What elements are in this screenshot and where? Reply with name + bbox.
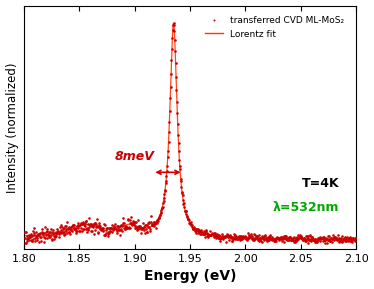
Lorentz fit — [180, 189, 184, 193]
Y-axis label: Intensity (normalized): Intensity (normalized) — [6, 62, 19, 192]
Lorentz fit — [344, 238, 348, 241]
Lorentz fit — [164, 177, 168, 180]
Lorentz fit — [22, 234, 26, 237]
Lorentz fit — [161, 199, 166, 203]
transferred CVD ML-MoS₂ — [215, 233, 220, 236]
transferred CVD ML-MoS₂ — [324, 241, 329, 245]
transferred CVD ML-MoS₂ — [274, 238, 278, 241]
Text: 8meV: 8meV — [115, 150, 155, 163]
Line: Lorentz fit: Lorentz fit — [24, 23, 356, 240]
transferred CVD ML-MoS₂ — [22, 230, 26, 234]
Lorentz fit — [354, 238, 358, 241]
transferred CVD ML-MoS₂ — [171, 21, 176, 25]
Line: transferred CVD ML-MoS₂: transferred CVD ML-MoS₂ — [23, 22, 357, 244]
Lorentz fit — [327, 238, 332, 241]
Text: T=4K: T=4K — [302, 177, 340, 190]
Lorentz fit — [171, 22, 176, 25]
X-axis label: Energy (eV): Energy (eV) — [144, 269, 236, 284]
transferred CVD ML-MoS₂ — [308, 235, 312, 238]
transferred CVD ML-MoS₂ — [353, 237, 358, 240]
Text: λ=532nm: λ=532nm — [273, 201, 340, 214]
transferred CVD ML-MoS₂ — [42, 240, 47, 244]
Legend: transferred CVD ML-MoS₂, Lorentz fit: transferred CVD ML-MoS₂, Lorentz fit — [202, 12, 348, 42]
transferred CVD ML-MoS₂ — [233, 235, 238, 238]
transferred CVD ML-MoS₂ — [224, 240, 228, 243]
Lorentz fit — [263, 237, 267, 240]
